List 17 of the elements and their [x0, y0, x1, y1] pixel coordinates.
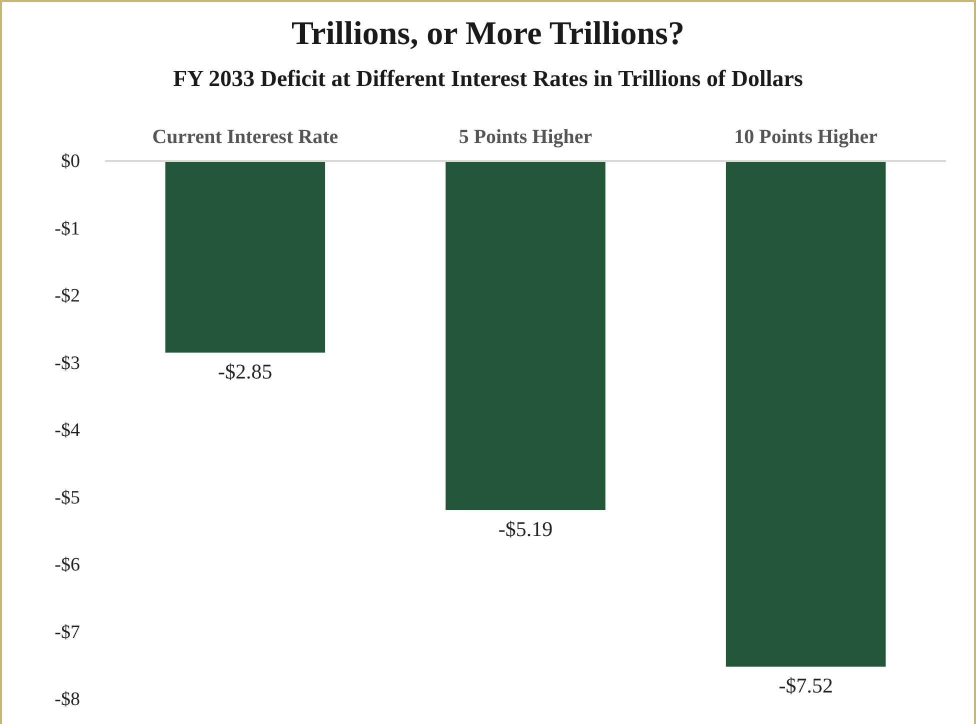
y-tick-label: -$6: [54, 554, 80, 576]
data-label: -$5.19: [498, 517, 553, 542]
y-tick-label: -$5: [54, 487, 80, 508]
chart-title: Trillions, or More Trillions?: [292, 16, 684, 52]
x-tick-label: 5 Points Higher: [458, 126, 592, 148]
data-label: -$2.85: [218, 360, 272, 384]
y-tick-label: $0: [61, 151, 80, 172]
y-tick-label: -$3: [54, 352, 80, 374]
y-tick-label: -$7: [54, 622, 80, 643]
x-tick-label: Current Interest Rate: [152, 126, 338, 148]
x-tick-label: 10 Points Higher: [734, 126, 878, 148]
chart-subtitle: FY 2033 Deficit at Different Interest Rates in Trillions of Dollars: [173, 66, 803, 91]
y-tick-label: -$2: [54, 286, 80, 307]
y-tick-label: -$8: [54, 689, 80, 710]
y-tick-label: -$4: [54, 420, 80, 442]
y-tick-label: -$1: [54, 218, 80, 240]
data-label: -$7.52: [778, 674, 833, 698]
